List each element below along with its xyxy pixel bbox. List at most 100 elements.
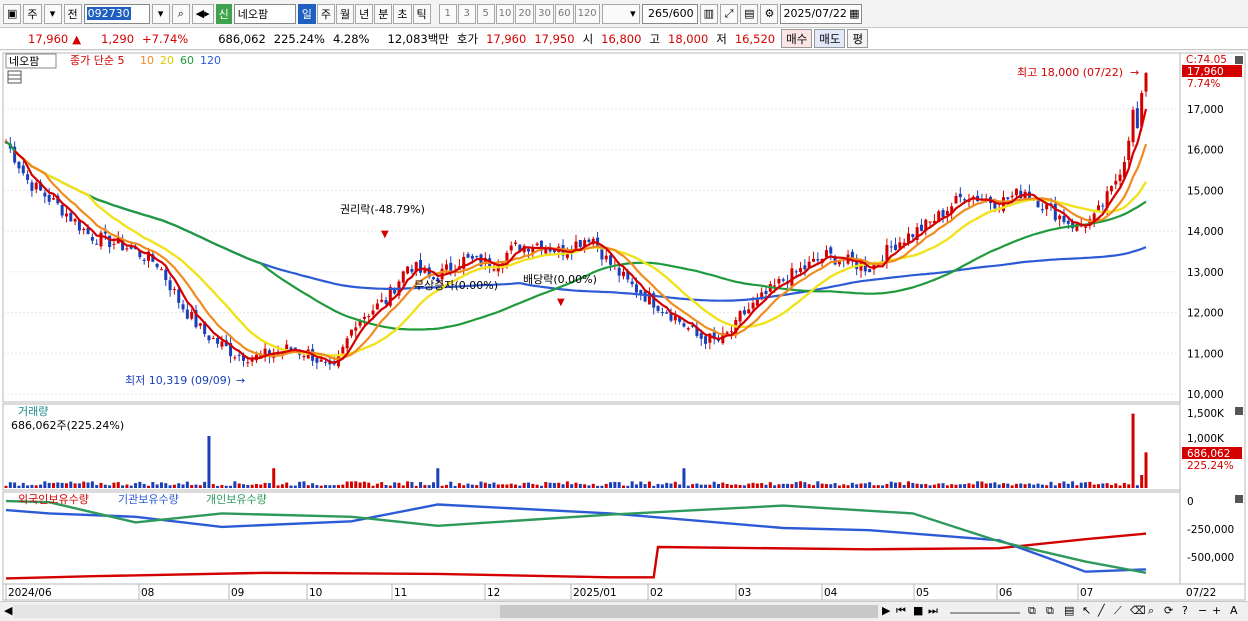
prev-button[interactable]: 전 bbox=[63, 3, 82, 24]
candle-body bbox=[47, 194, 51, 202]
period-button[interactable]: 일 bbox=[297, 3, 316, 24]
volume-bar bbox=[963, 484, 967, 488]
print-icon[interactable]: ▤ bbox=[1064, 604, 1075, 617]
zoom-in-icon[interactable]: + bbox=[1212, 604, 1222, 617]
fast-forward-icon[interactable]: ⏭ bbox=[928, 604, 938, 617]
volume-bar bbox=[729, 484, 733, 488]
candle-body bbox=[539, 240, 543, 251]
chart-area[interactable]: 네오팜 종가 단순 5 10 20 60 120 최고 18,000 (07/2… bbox=[0, 51, 1248, 601]
volume-bar bbox=[410, 481, 414, 488]
scroll-right-icon[interactable]: ▶ bbox=[882, 604, 891, 617]
period-button[interactable]: 주 bbox=[316, 3, 336, 24]
zoom-out-icon[interactable]: − bbox=[1198, 604, 1208, 617]
holdings-panel-close-icon[interactable] bbox=[1235, 495, 1243, 503]
up-triangle-icon: ▲ bbox=[72, 31, 82, 46]
period-button[interactable]: 분 bbox=[374, 3, 393, 24]
magnify-icon[interactable]: ⌕ bbox=[1148, 604, 1155, 617]
x-axis-label: 12 bbox=[487, 587, 500, 599]
erase-icon[interactable]: ⌫ bbox=[1130, 604, 1146, 617]
candle-body bbox=[669, 312, 673, 321]
ma5-line bbox=[13, 108, 1148, 364]
candle-body bbox=[43, 192, 47, 197]
volume-bar bbox=[967, 483, 971, 488]
stock-name-field[interactable]: 네오팜 bbox=[233, 3, 296, 24]
volume-bar bbox=[250, 484, 254, 488]
candle-body bbox=[470, 255, 474, 259]
draw-tool-icon[interactable]: ⟋ bbox=[1114, 604, 1122, 617]
x-axis-label: 06 bbox=[999, 587, 1013, 599]
volume-bar bbox=[220, 485, 224, 488]
interval-button[interactable]: 1 bbox=[438, 3, 457, 24]
sound-icon[interactable]: ◀▸ bbox=[191, 3, 214, 24]
copy-icon[interactable]: ⧉ bbox=[1046, 604, 1054, 617]
interval-button[interactable]: 60 bbox=[554, 3, 574, 24]
compare-icon[interactable]: ⧉ bbox=[1028, 604, 1036, 617]
layout-icon[interactable]: ▣ bbox=[3, 3, 22, 24]
holdings-tick-0: 0 bbox=[1187, 496, 1194, 508]
draw-line-icon[interactable]: ╱ bbox=[1098, 604, 1105, 617]
volume-bar bbox=[496, 484, 500, 488]
volume-value: 686,062 bbox=[218, 31, 266, 46]
buy-button[interactable]: 매수 bbox=[781, 29, 813, 48]
zoom-slider[interactable] bbox=[950, 604, 1020, 614]
scroll-thumb[interactable] bbox=[500, 605, 878, 618]
volume-bar bbox=[341, 484, 345, 488]
refresh-icon[interactable]: ⟳ bbox=[1164, 604, 1174, 617]
count-input[interactable]: 265/600 bbox=[641, 3, 698, 24]
rewind-icon[interactable]: ⏮ bbox=[896, 604, 906, 617]
candle-body bbox=[742, 310, 746, 315]
candle-body bbox=[211, 337, 215, 339]
volume-bar bbox=[626, 485, 630, 488]
candle-body bbox=[665, 312, 669, 314]
period-button[interactable]: 월 bbox=[336, 3, 355, 24]
gear-icon[interactable]: ⚙ bbox=[760, 3, 779, 24]
volume-bar bbox=[639, 481, 643, 488]
sell-button[interactable]: 매도 bbox=[814, 29, 846, 48]
search-icon[interactable]: ⌕ bbox=[171, 3, 190, 24]
code-dropdown-icon[interactable]: ▾ bbox=[151, 3, 170, 24]
interval-button[interactable]: 30 bbox=[535, 3, 554, 24]
candle-body bbox=[889, 246, 893, 248]
price-y-tick: 12,000 bbox=[1187, 308, 1224, 320]
volume-bar bbox=[103, 484, 107, 488]
period-button[interactable]: 초 bbox=[393, 3, 412, 24]
candle-body bbox=[52, 198, 55, 200]
scroll-left-icon[interactable]: ◀ bbox=[4, 604, 13, 617]
font-size-icon[interactable]: A bbox=[1230, 604, 1238, 617]
volume-panel-close-icon[interactable] bbox=[1235, 407, 1243, 415]
volume-bar bbox=[1118, 485, 1122, 488]
candle-body bbox=[1105, 191, 1109, 209]
volume-bar bbox=[298, 481, 302, 488]
type-select[interactable]: 주 bbox=[23, 3, 42, 24]
candle-body bbox=[799, 268, 803, 273]
stock-chart-svg[interactable]: 네오팜 종가 단순 5 10 20 60 120 최고 18,000 (07/2… bbox=[0, 51, 1248, 601]
table-icon[interactable] bbox=[7, 70, 22, 84]
period-button[interactable]: 틱 bbox=[412, 3, 431, 24]
volume-bar bbox=[13, 482, 17, 488]
volume-bar bbox=[859, 483, 863, 488]
price-panel-close-icon[interactable] bbox=[1235, 56, 1243, 64]
calendar-icon[interactable]: ▦ bbox=[849, 7, 860, 20]
period-button[interactable]: 년 bbox=[355, 3, 374, 24]
help-icon[interactable]: ? bbox=[1182, 604, 1188, 617]
candle-type-icon[interactable]: ▥ bbox=[699, 3, 719, 24]
interval-button[interactable]: 10 bbox=[495, 3, 515, 24]
cursor-icon[interactable]: ↖ bbox=[1082, 604, 1092, 617]
interval-button[interactable]: 3 bbox=[457, 3, 476, 24]
interval-button[interactable]: 120 bbox=[574, 3, 600, 24]
interval-button[interactable]: 5 bbox=[476, 3, 495, 24]
volume-bar bbox=[246, 484, 250, 488]
stock-code-input[interactable]: 092730 bbox=[83, 3, 150, 24]
volume-bar bbox=[1079, 482, 1083, 488]
volume-bar bbox=[911, 482, 915, 488]
average-button[interactable]: 평 bbox=[847, 29, 869, 48]
interval-button[interactable]: 20 bbox=[515, 3, 535, 24]
candle-body bbox=[1053, 203, 1057, 221]
volume-bar bbox=[380, 482, 384, 488]
chevron-down-icon[interactable]: ▾ bbox=[43, 3, 62, 24]
save-icon[interactable]: ▤ bbox=[740, 3, 759, 24]
date-input[interactable]: 2025/07/22 ▦ bbox=[780, 3, 863, 24]
stop-icon[interactable]: ■ bbox=[913, 604, 924, 617]
indicator-icon[interactable]: ⤢ bbox=[720, 3, 739, 24]
interval-dropdown[interactable]: ▾ bbox=[601, 3, 640, 24]
